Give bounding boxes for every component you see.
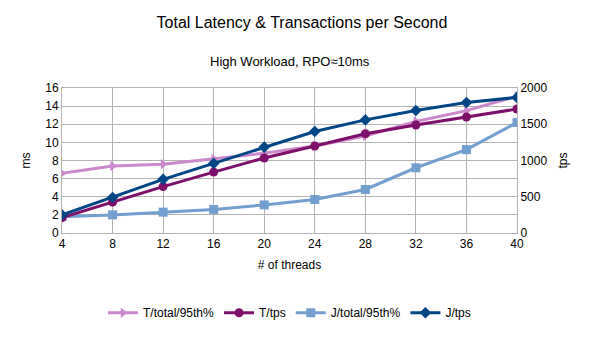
svg-text:T/tps: T/tps (259, 306, 286, 320)
svg-text:12: 12 (156, 237, 170, 251)
svg-text:16: 16 (207, 237, 221, 251)
svg-text:High Workload, RPO≈10ms: High Workload, RPO≈10ms (210, 54, 370, 69)
svg-text:12: 12 (45, 117, 59, 131)
svg-text:4: 4 (52, 190, 59, 204)
svg-text:10: 10 (45, 136, 59, 150)
svg-text:500: 500 (520, 190, 540, 204)
svg-text:14: 14 (45, 99, 59, 113)
svg-text:# of threads: # of threads (258, 258, 321, 272)
svg-text:J/tps: J/tps (445, 306, 470, 320)
svg-text:0: 0 (520, 226, 527, 240)
svg-text:tps: tps (556, 152, 570, 168)
svg-text:T/total/95th%: T/total/95th% (143, 306, 214, 320)
svg-text:32: 32 (409, 237, 423, 251)
svg-text:0: 0 (52, 226, 59, 240)
svg-text:2000: 2000 (520, 81, 547, 95)
svg-text:40: 40 (510, 237, 524, 251)
svg-text:36: 36 (460, 237, 474, 251)
svg-text:8: 8 (109, 237, 116, 251)
svg-text:28: 28 (359, 237, 373, 251)
svg-text:24: 24 (308, 237, 322, 251)
svg-text:16: 16 (45, 81, 59, 95)
svg-text:20: 20 (258, 237, 272, 251)
svg-text:8: 8 (52, 154, 59, 168)
svg-text:1000: 1000 (520, 154, 547, 168)
svg-text:ms: ms (19, 153, 33, 169)
svg-text:Total Latency & Transactions p: Total Latency & Transactions per Second (157, 14, 448, 31)
svg-text:4: 4 (59, 237, 66, 251)
svg-text:1500: 1500 (520, 117, 547, 131)
svg-text:J/total/95th%: J/total/95th% (331, 306, 401, 320)
svg-text:2: 2 (52, 208, 59, 222)
svg-text:6: 6 (52, 172, 59, 186)
